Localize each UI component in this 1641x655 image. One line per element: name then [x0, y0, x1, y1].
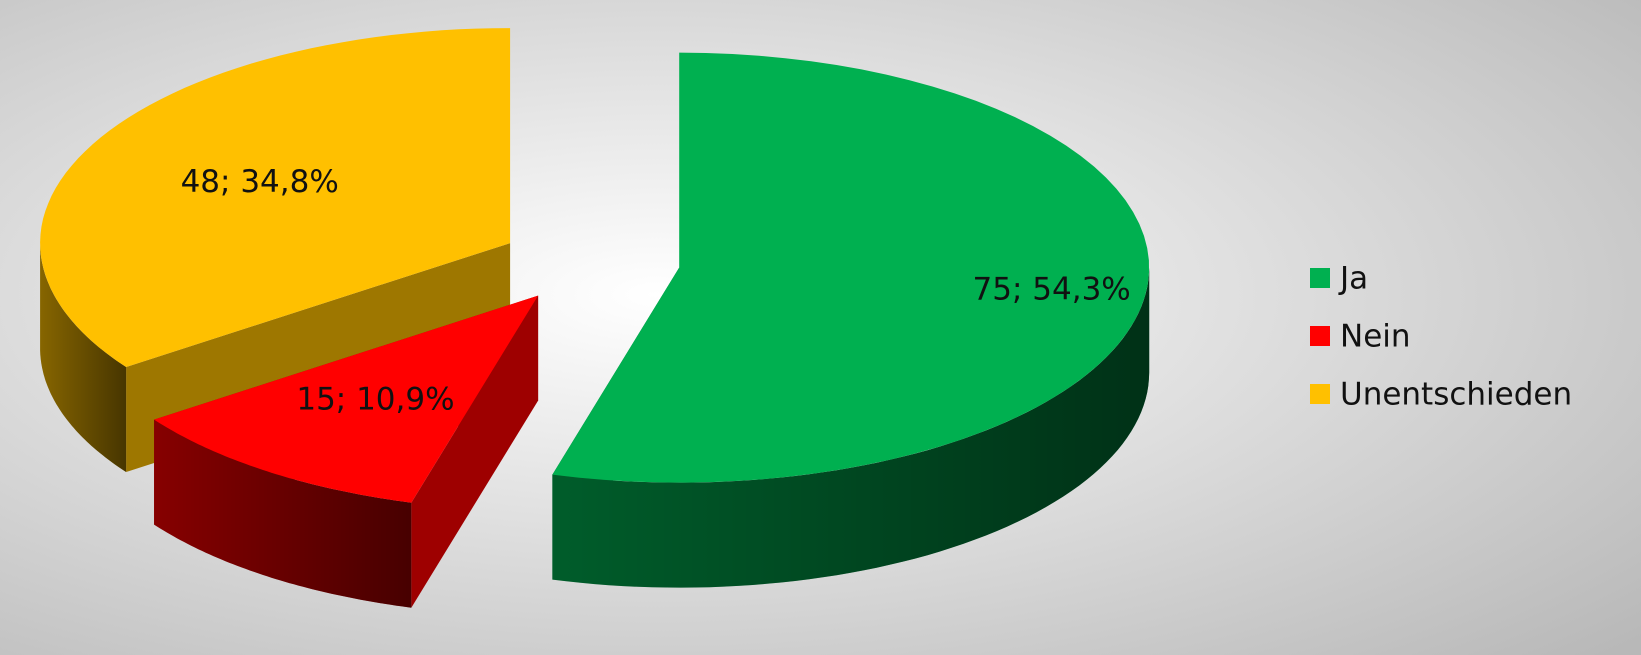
slice	[154, 295, 539, 503]
legend-label: Unentschieden	[1340, 377, 1572, 413]
legend-swatch	[1310, 384, 1330, 404]
slice	[40, 28, 511, 367]
legend-swatch	[1310, 326, 1330, 346]
slice-side-shade	[154, 419, 412, 608]
slice-side-shade	[552, 267, 1150, 588]
legend-label: Nein	[1340, 319, 1411, 355]
data-label: 75; 54,3%	[973, 272, 1131, 308]
legend-swatch	[1310, 268, 1330, 288]
legend: Ja Nein Unentschieden	[1310, 261, 1572, 413]
data-label: 15; 10,9%	[296, 382, 454, 418]
legend-label: Ja	[1338, 261, 1368, 297]
data-label: 48; 34,8%	[181, 164, 339, 200]
slice	[552, 52, 1149, 483]
slice-side-shade	[40, 243, 127, 472]
pie: 75; 54,3% 15; 10,9% 48; 34,8%	[40, 28, 1150, 608]
